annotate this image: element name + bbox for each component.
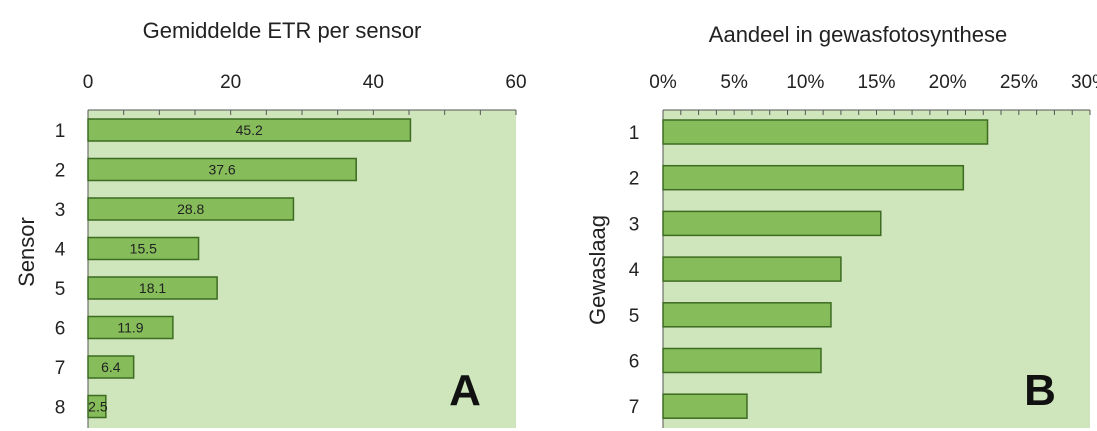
chart-a-data-label: 11.9 [117, 320, 143, 336]
chart-a-data-label: 45.2 [236, 122, 263, 138]
chart-panel-b: Aandeel in gewasfotosynthese Gewaslaag B… [585, 22, 1097, 428]
chart-a-bar [87, 276, 218, 300]
chart-a-data-label: 6.4 [101, 359, 121, 375]
chart-b-panel-letter: B [1024, 366, 1056, 415]
chart-a-bar [87, 394, 107, 419]
chart-a-data-label: 37.6 [208, 162, 235, 178]
chart-b-x-tick-label: 0% [649, 72, 677, 93]
chart-a-title: Gemiddelde ETR per sensor [143, 18, 422, 43]
chart-b-category-label: 5 [629, 306, 640, 327]
chart-a-category-label: 8 [55, 398, 66, 419]
chart-a-category-label: 5 [55, 279, 66, 300]
chart-a-category-label: 3 [55, 200, 66, 221]
chart-a-data-label: 28.8 [177, 201, 204, 217]
chart-b-bar [662, 210, 882, 237]
chart-a-ylabel: Sensor [14, 217, 39, 287]
chart-a-bar [87, 157, 357, 182]
chart-b-bar [662, 393, 748, 419]
chart-a-data-label: 15.5 [130, 241, 157, 257]
chart-a-bar [87, 355, 135, 379]
chart-b-bar [662, 347, 822, 374]
chart-a-x-tick-label: 20 [220, 72, 241, 93]
chart-b-ylabel: Gewaslaag [585, 215, 610, 325]
chart-b-x-tick-label: 30% [1071, 72, 1097, 93]
chart-b-category-label: 4 [629, 260, 640, 281]
chart-a-bar [87, 236, 200, 261]
chart-b-x-tick-label: 10% [786, 72, 824, 93]
chart-a-category-label: 4 [55, 240, 66, 261]
chart-a-bar [87, 197, 295, 221]
chart-b-title: Aandeel in gewasfotosynthese [709, 22, 1007, 47]
chart-a-bar [87, 118, 412, 142]
chart-panel-a: Gemiddelde ETR per sensor Sensor A 0 20 40… [14, 18, 527, 428]
chart-b-x-tick-label: 25% [1000, 72, 1038, 93]
chart-a-category-label: 1 [55, 121, 66, 142]
chart-b-x-tick-label: 20% [929, 72, 967, 93]
chart-b-bar [662, 302, 832, 328]
chart-b-bar [662, 164, 965, 191]
chart-a-x-tick-label: 0 [83, 72, 94, 93]
chart-b-category-label: 3 [629, 214, 640, 235]
chart-a-data-label: 18.1 [139, 280, 166, 296]
chart-b-category-label: 1 [629, 123, 640, 144]
chart-a-x-tick-label: 40 [363, 72, 384, 93]
chart-a-category-label: 7 [55, 358, 66, 379]
chart-b-x-tick-label: 5% [720, 72, 748, 93]
chart-b-category-label: 6 [629, 352, 640, 373]
chart-b-category-label: 2 [629, 169, 640, 190]
chart-b-bar [662, 119, 989, 145]
chart-b-x-tick-label: 15% [857, 72, 895, 93]
chart-a-category-label: 6 [55, 319, 66, 340]
chart-a-data-label: 2.5 [88, 399, 108, 415]
chart-a-panel-letter: A [449, 366, 481, 415]
chart-b-bar [662, 256, 842, 282]
chart-b-category-label: 7 [629, 397, 640, 418]
chart-a-category-label: 2 [55, 161, 66, 182]
chart-a-bar [87, 315, 174, 340]
chart-a-x-tick-label: 60 [505, 72, 526, 93]
